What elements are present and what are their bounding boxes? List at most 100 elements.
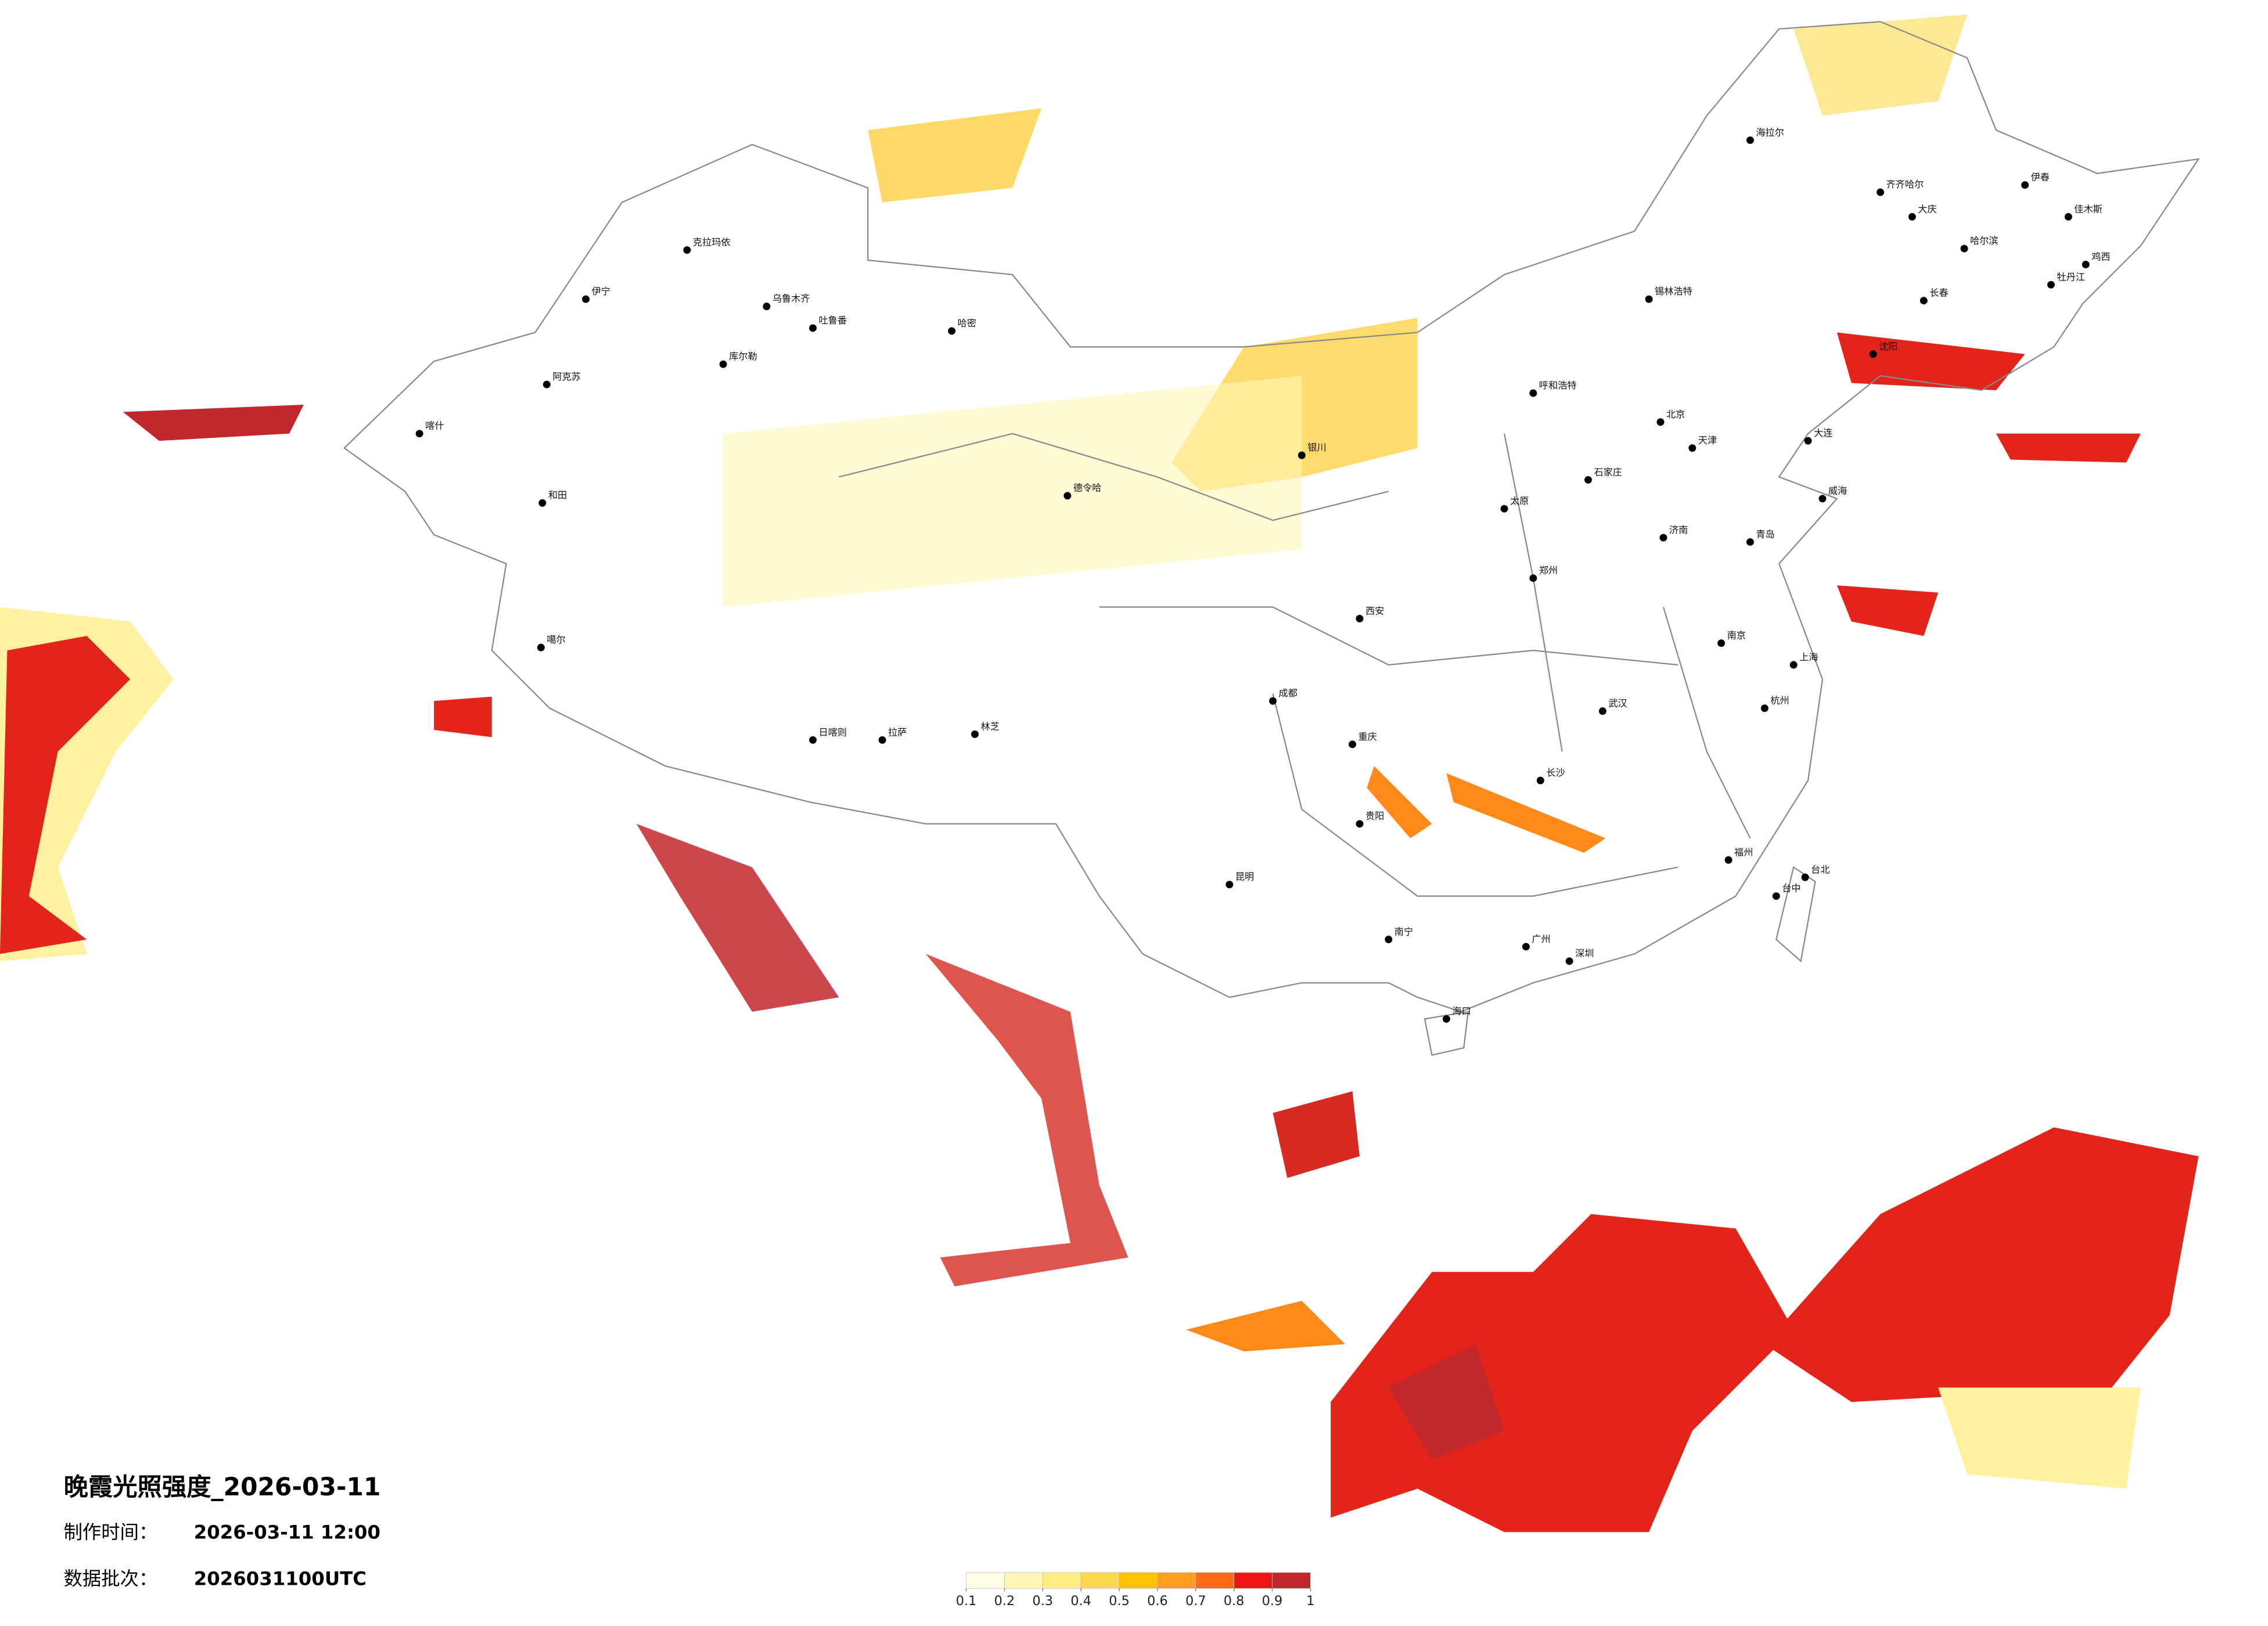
city-dot bbox=[1529, 574, 1537, 582]
heat-area bbox=[1273, 1091, 1360, 1178]
city-label: 济南 bbox=[1669, 524, 1688, 535]
legend-swatch bbox=[1195, 1572, 1234, 1589]
city-dot bbox=[1960, 244, 1968, 253]
city-dot bbox=[538, 499, 547, 507]
heat-area bbox=[1331, 1214, 1794, 1533]
city-label: 海拉尔 bbox=[1756, 127, 1784, 138]
heat-layer bbox=[0, 14, 2199, 1533]
city-dot bbox=[1225, 880, 1234, 888]
city-dot bbox=[971, 730, 979, 738]
legend-swatch bbox=[1080, 1572, 1120, 1589]
city-dot bbox=[1818, 495, 1827, 503]
legend-tick-label: 0.3 bbox=[1033, 1593, 1054, 1609]
country-border bbox=[343, 21, 2200, 1013]
city-dot bbox=[1772, 892, 1780, 900]
heat-area bbox=[723, 376, 1302, 607]
city-label: 噶尔 bbox=[547, 634, 565, 645]
legend-tick-label: 0.7 bbox=[1185, 1593, 1206, 1609]
city-label: 鸡西 bbox=[2091, 251, 2110, 262]
city-label: 海口 bbox=[1452, 1006, 1471, 1017]
city-label: 吐鲁番 bbox=[819, 315, 847, 326]
city-label: 贵阳 bbox=[1365, 811, 1384, 822]
city-label: 阿克苏 bbox=[552, 371, 581, 382]
city-dot bbox=[1297, 451, 1306, 459]
city-dot bbox=[1724, 856, 1733, 864]
city-label: 大连 bbox=[1814, 427, 1832, 438]
city-label: 拉萨 bbox=[888, 726, 907, 738]
heat-area bbox=[1388, 1344, 1505, 1460]
city-label: 锡林浩特 bbox=[1655, 286, 1692, 297]
borders bbox=[343, 21, 2200, 1056]
heat-area bbox=[1793, 14, 1967, 116]
city-label: 台北 bbox=[1811, 864, 1830, 875]
heat-area bbox=[1836, 585, 1939, 636]
city-dot bbox=[763, 303, 771, 311]
city-dot bbox=[1385, 936, 1393, 944]
city-dot bbox=[719, 360, 727, 368]
city-label: 杭州 bbox=[1770, 695, 1789, 706]
city-dot bbox=[542, 380, 551, 388]
city-label: 林芝 bbox=[981, 721, 1000, 732]
legend-tick-label: 0.9 bbox=[1262, 1593, 1283, 1609]
city-label: 太原 bbox=[1510, 495, 1529, 506]
city-dot bbox=[1908, 213, 1916, 221]
legend-tick-label: 0.6 bbox=[1147, 1593, 1168, 1609]
legend-swatch bbox=[1157, 1572, 1196, 1589]
city-label: 上海 bbox=[1799, 652, 1818, 663]
city-dot bbox=[878, 736, 886, 744]
city-dot bbox=[2021, 181, 2029, 189]
info-value: 2026-03-11 12:00 bbox=[194, 1521, 380, 1544]
city-dot bbox=[1598, 707, 1606, 715]
city-dot bbox=[1659, 534, 1667, 542]
city-label: 石家庄 bbox=[1594, 466, 1622, 477]
city-label: 牡丹江 bbox=[2057, 271, 2085, 282]
legend-tick-label: 1 bbox=[1306, 1593, 1314, 1609]
city-dot bbox=[415, 430, 423, 438]
city-label: 克拉玛依 bbox=[693, 237, 731, 248]
city-dot bbox=[1920, 297, 1928, 305]
city-dot bbox=[1656, 418, 1665, 426]
city-dot bbox=[1356, 614, 1364, 623]
legend-tick-label: 0.2 bbox=[994, 1593, 1015, 1609]
city-label: 长沙 bbox=[1546, 767, 1565, 778]
heat-area bbox=[868, 108, 1042, 203]
city-dot bbox=[537, 643, 545, 652]
city-dot bbox=[2047, 280, 2055, 289]
city-label: 郑州 bbox=[1539, 565, 1558, 576]
city-label: 日喀则 bbox=[819, 726, 847, 738]
city-dot bbox=[1442, 1015, 1450, 1023]
city-label: 和田 bbox=[548, 490, 567, 501]
city-label: 长春 bbox=[1929, 287, 1948, 298]
city-dot bbox=[1349, 740, 1357, 749]
legend-swatch bbox=[1119, 1572, 1158, 1589]
city-label: 武汉 bbox=[1608, 698, 1627, 709]
province-border bbox=[839, 433, 1751, 897]
city-label: 库尔勒 bbox=[729, 351, 757, 362]
legend-swatch bbox=[1234, 1572, 1273, 1589]
city-dot bbox=[1522, 942, 1530, 951]
heat-area bbox=[1367, 766, 1432, 839]
city-dot bbox=[1746, 136, 1754, 144]
city-dot bbox=[809, 736, 817, 744]
city-label: 重庆 bbox=[1358, 731, 1377, 742]
city-dot bbox=[1536, 776, 1544, 785]
heat-area bbox=[0, 636, 131, 954]
city-label: 昆明 bbox=[1235, 871, 1254, 882]
heat-area bbox=[1996, 433, 2141, 463]
city-dot bbox=[809, 324, 817, 332]
city-dot bbox=[582, 295, 590, 303]
map-title: 晚霞光照强度_2026-03-11 bbox=[64, 1473, 381, 1501]
city-dot bbox=[1529, 389, 1537, 397]
heat-area bbox=[434, 696, 492, 738]
city-dot bbox=[1688, 444, 1696, 452]
city-dot bbox=[2082, 260, 2090, 268]
city-dot bbox=[1804, 437, 1812, 445]
info-label: 制作时间： bbox=[64, 1521, 158, 1544]
heat-area bbox=[1186, 1301, 1346, 1352]
city-dot bbox=[683, 246, 691, 254]
city-dot bbox=[1717, 639, 1726, 647]
city-label: 青岛 bbox=[1756, 528, 1774, 539]
